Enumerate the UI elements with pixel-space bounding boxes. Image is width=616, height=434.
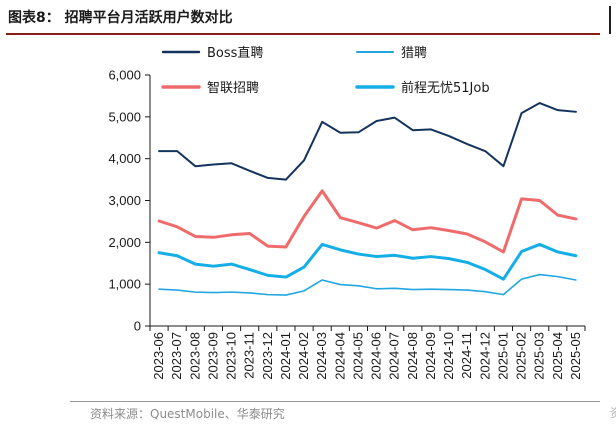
x-tick-label: 2025-04 (550, 332, 565, 380)
x-tick-label: 2023-08 (187, 332, 202, 380)
x-tick-label: 2025-01 (495, 332, 510, 380)
x-tick-label: 2024-12 (477, 332, 492, 380)
x-tick-label: 2024-11 (459, 332, 474, 379)
series-line-2 (157, 189, 578, 254)
x-tick-label: 2024-02 (296, 332, 311, 380)
series-line-1 (158, 273, 577, 296)
title-underline (6, 33, 600, 35)
y-tick-label: 4,000 (108, 151, 141, 166)
x-tick-label: 2024-03 (314, 332, 329, 380)
source-divider (70, 401, 600, 402)
legend-label-0: Boss直聘 (207, 46, 263, 61)
x-tick-label: 2024-05 (350, 332, 365, 380)
x-tick-label: 2024-01 (278, 332, 293, 380)
chart-series (157, 102, 578, 296)
x-tick-label: 2024-06 (369, 332, 384, 380)
y-tick-label: 6,000 (108, 68, 141, 83)
x-tick-label: 2023-11 (242, 332, 257, 379)
y-tick-label: 2,000 (108, 235, 141, 250)
x-tick-label: 2024-07 (387, 332, 402, 380)
figure-title: 图表8： 招聘平台月活跃用户数对比 (8, 10, 233, 26)
x-tick-label: 2024-04 (332, 332, 347, 380)
legend-label-2: 智联招聘 (207, 81, 259, 96)
x-tick-label: 2024-09 (423, 332, 438, 380)
adjacent-figure-edge (609, 6, 616, 34)
y-tick-label: 5,000 (108, 109, 141, 124)
x-tick-label: 2024-08 (405, 332, 420, 380)
source-note: 资料来源：QuestMobile、华泰研究 (90, 407, 285, 421)
legend-label-1: 猎聘 (401, 46, 427, 61)
y-tick-label: 0 (134, 319, 141, 334)
series-line-3 (157, 242, 578, 281)
x-tick-label: 2025-05 (568, 332, 583, 380)
y-tick-label: 3,000 (108, 193, 141, 208)
x-tick-label: 2025-02 (514, 332, 529, 380)
legend-label-3: 前程无忧51Job (401, 80, 490, 96)
x-tick-label: 2023-06 (151, 332, 166, 380)
x-tick-label: 2023-09 (205, 332, 220, 380)
x-tick-label: 2023-07 (169, 332, 184, 380)
x-tick-label: 2023-10 (224, 332, 239, 380)
y-tick-label: 1,000 (108, 277, 141, 292)
x-tick-label: 2023-12 (260, 332, 275, 380)
x-tick-label: 2025-03 (532, 332, 547, 380)
adjacent-figure-glyph: 资 (610, 404, 616, 421)
x-tick-label: 2024-10 (441, 332, 456, 380)
series-line-0 (158, 102, 577, 181)
